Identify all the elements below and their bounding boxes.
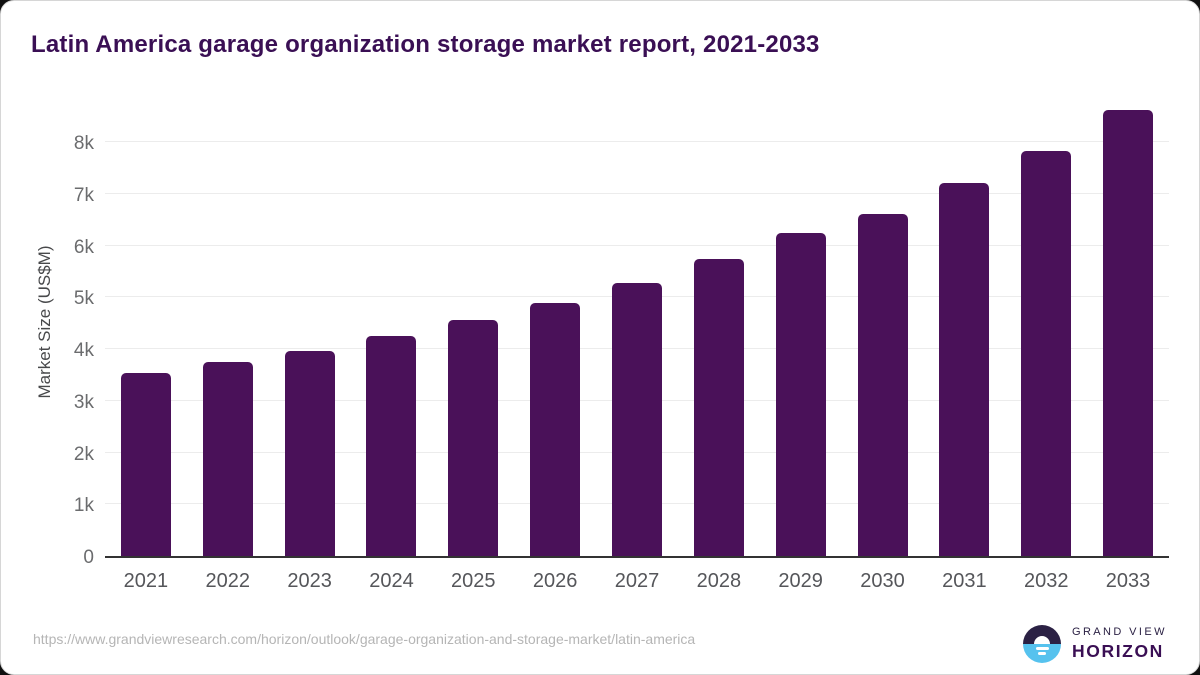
gridline-6k bbox=[105, 244, 1169, 246]
chart-title: Latin America garage organization storag… bbox=[31, 31, 820, 58]
bar-column-2024 bbox=[351, 106, 433, 556]
logo-brand-name: GRAND VIEW bbox=[1072, 626, 1167, 638]
x-tick-label-2023: 2023 bbox=[287, 570, 332, 592]
bar-2030 bbox=[857, 213, 908, 556]
bar-column-2023 bbox=[269, 106, 351, 556]
bar-2028 bbox=[693, 259, 744, 556]
bar-2021 bbox=[120, 373, 171, 556]
bar-2029 bbox=[775, 233, 826, 556]
y-tick-label-5k: 5k bbox=[73, 288, 94, 310]
y-axis-tick-labels: 0 1k 2k 3k 4k 5k 6k 7k 8k bbox=[1, 1, 94, 674]
bar-column-2021 bbox=[105, 106, 187, 556]
y-tick-label-3k: 3k bbox=[73, 391, 94, 413]
logo-product-name: HORIZON bbox=[1072, 641, 1164, 661]
x-tick-label-2021: 2021 bbox=[123, 570, 169, 592]
bar-2033 bbox=[1103, 110, 1154, 556]
x-tick-label-2024: 2024 bbox=[369, 570, 414, 592]
y-tick-label-4k: 4k bbox=[73, 340, 94, 362]
x-tick-label-2030: 2030 bbox=[860, 570, 905, 592]
bar-column-2027 bbox=[596, 106, 678, 556]
horizon-sunset-icon bbox=[1023, 625, 1061, 663]
x-axis-tick-labels: 2021 2022 2023 2024 2025 2026 2027 2028 2029 2030… bbox=[105, 570, 1169, 593]
bar-column-2025 bbox=[432, 106, 514, 556]
y-tick-label-6k: 6k bbox=[73, 236, 94, 258]
x-tick-label-2027: 2027 bbox=[614, 570, 660, 592]
x-tick-label-2031: 2031 bbox=[942, 570, 987, 592]
sun-icon bbox=[1034, 636, 1050, 644]
source-url: https://www.grandviewresearch.com/horizo… bbox=[33, 631, 696, 647]
bar-2031 bbox=[939, 183, 990, 556]
bar-2032 bbox=[1021, 150, 1072, 556]
x-tick-label-2028: 2028 bbox=[696, 570, 742, 592]
bar-2026 bbox=[530, 302, 581, 556]
bar-column-2028 bbox=[678, 106, 760, 556]
x-tick-label-2025: 2025 bbox=[451, 570, 496, 592]
y-tick-label-7k: 7k bbox=[73, 184, 94, 206]
bar-series bbox=[105, 106, 1169, 556]
x-tick-label-2032: 2032 bbox=[1023, 570, 1069, 592]
x-tick-label-2029: 2029 bbox=[778, 570, 823, 592]
bar-column-2033 bbox=[1087, 106, 1169, 556]
y-tick-label-8k: 8k bbox=[73, 133, 94, 155]
gridline-7k bbox=[105, 193, 1169, 194]
bar-column-2031 bbox=[923, 106, 1005, 556]
bar-2027 bbox=[611, 282, 662, 556]
plot-area bbox=[105, 106, 1169, 558]
y-tick-label-0: 0 bbox=[83, 547, 94, 568]
x-tick-label-2026: 2026 bbox=[532, 570, 578, 592]
water-reflection-line bbox=[1035, 647, 1049, 650]
bar-column-2026 bbox=[514, 106, 596, 556]
bar-column-2032 bbox=[1005, 106, 1087, 556]
y-tick-label-1k: 1k bbox=[73, 495, 94, 517]
bar-column-2022 bbox=[187, 106, 269, 556]
bar-2022 bbox=[202, 362, 253, 556]
grand-view-horizon-logo: GRAND VIEW HORIZON bbox=[1023, 625, 1167, 663]
bar-column-2030 bbox=[842, 106, 924, 556]
water-reflection-line bbox=[1038, 652, 1046, 655]
bar-2024 bbox=[366, 336, 417, 556]
logo-text: GRAND VIEW HORIZON bbox=[1072, 626, 1167, 662]
gridline-8k bbox=[105, 141, 1169, 143]
y-tick-label-2k: 2k bbox=[73, 443, 94, 465]
x-tick-label-2033: 2033 bbox=[1105, 570, 1151, 592]
x-tick-label-2022: 2022 bbox=[205, 570, 251, 592]
bar-2025 bbox=[448, 319, 499, 556]
bar-2023 bbox=[284, 350, 335, 556]
bar-column-2029 bbox=[760, 106, 842, 556]
